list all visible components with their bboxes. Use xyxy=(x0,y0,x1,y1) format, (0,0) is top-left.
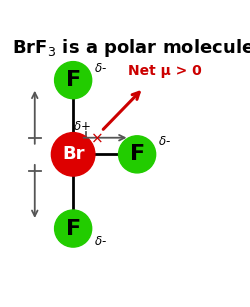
Text: BrF$_3$ is a polar molecule: BrF$_3$ is a polar molecule xyxy=(12,37,250,59)
Circle shape xyxy=(54,62,91,99)
Text: Net μ > 0: Net μ > 0 xyxy=(128,64,201,78)
Circle shape xyxy=(51,133,94,176)
Text: $\delta$-: $\delta$- xyxy=(93,235,106,248)
Text: $\delta$-: $\delta$- xyxy=(157,135,170,148)
Text: $\delta$+: $\delta$+ xyxy=(73,120,90,133)
Text: $\times$: $\times$ xyxy=(90,130,102,145)
Text: Br: Br xyxy=(62,145,84,163)
Circle shape xyxy=(118,136,155,173)
Text: $\delta$-: $\delta$- xyxy=(93,62,106,75)
Circle shape xyxy=(54,210,91,247)
Text: F: F xyxy=(129,144,144,164)
Text: F: F xyxy=(65,70,80,90)
Text: F: F xyxy=(65,219,80,239)
